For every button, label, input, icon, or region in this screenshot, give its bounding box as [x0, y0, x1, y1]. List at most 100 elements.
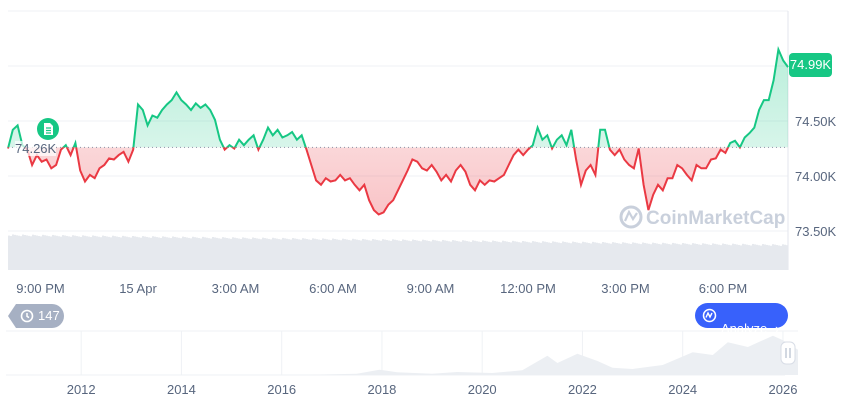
- volume-bar: [228, 238, 230, 270]
- volume-bar: [284, 238, 286, 270]
- volume-bar: [512, 240, 514, 270]
- volume-bar: [556, 242, 558, 270]
- volume-bar: [616, 242, 618, 270]
- watermark-text: CoinMarketCap: [646, 208, 785, 229]
- volume-bar: [650, 244, 652, 270]
- x-tick-label: 15 Apr: [119, 281, 157, 296]
- volume-bar: [522, 240, 524, 270]
- history-badge[interactable]: 147: [8, 304, 64, 328]
- volume-bar: [390, 240, 392, 270]
- volume-bar: [308, 239, 310, 270]
- volume-bar: [782, 244, 784, 270]
- volume-bar: [638, 243, 640, 270]
- volume-bar: [118, 237, 120, 270]
- volume-bar: [760, 245, 762, 270]
- volume-bar: [50, 236, 52, 270]
- volume-bar: [260, 239, 262, 270]
- volume-bar: [412, 239, 414, 270]
- volume-bar: [574, 242, 576, 270]
- volume-bar: [776, 245, 778, 270]
- document-icon[interactable]: [37, 118, 59, 140]
- volume-bar: [416, 240, 418, 270]
- volume-bar: [772, 244, 774, 270]
- analyze-label: Analyze: [721, 320, 768, 336]
- volume-bar: [276, 238, 278, 270]
- volume-bar: [524, 241, 526, 270]
- volume-bar: [374, 239, 376, 270]
- volume-bar: [380, 240, 382, 270]
- volume-bar: [322, 238, 324, 270]
- volume-bar: [128, 237, 130, 270]
- navigator-year-label: 2024: [668, 382, 697, 397]
- volume-bar: [154, 236, 156, 270]
- volume-bar: [642, 242, 644, 270]
- volume-bar: [404, 239, 406, 270]
- volume-bar: [568, 242, 570, 270]
- volume-bar: [382, 239, 384, 270]
- volume-bar: [130, 237, 132, 270]
- volume-bar: [28, 235, 30, 270]
- volume-bar: [508, 242, 510, 270]
- volume-bar: [280, 239, 282, 270]
- volume-bar: [578, 242, 580, 270]
- volume-bar: [440, 241, 442, 270]
- area-up: [8, 49, 788, 148]
- volume-bar: [226, 237, 228, 270]
- volume-bar: [466, 241, 468, 270]
- volume-bar: [604, 242, 606, 270]
- volume-bar: [148, 237, 150, 270]
- volume-bar: [618, 243, 620, 270]
- volume-bar: [274, 238, 276, 270]
- volume-bar: [722, 243, 724, 270]
- volume-bar: [680, 244, 682, 270]
- volume-bar: [402, 239, 404, 270]
- volume-bar: [142, 236, 144, 270]
- history-icon: [20, 309, 34, 323]
- volume-bar: [718, 244, 720, 270]
- volume-bar: [710, 245, 712, 270]
- volume-bar: [394, 239, 396, 270]
- volume-bar: [296, 238, 298, 270]
- volume-bar: [456, 240, 458, 270]
- volume-bar: [212, 237, 214, 270]
- volume-bar: [606, 242, 608, 270]
- volume-bar: [620, 243, 622, 270]
- y-tick-label: 73.50K: [795, 224, 837, 239]
- navigator[interactable]: 2012 2014 2016 2018 2020 2022 2024 2026: [6, 330, 798, 397]
- volume-bar: [562, 241, 564, 270]
- volume-bar: [682, 243, 684, 270]
- volume-bar: [166, 237, 168, 270]
- volume-bar: [162, 236, 164, 270]
- volume-bar: [514, 241, 516, 270]
- volume-bar: [684, 243, 686, 270]
- volume-bar: [696, 244, 698, 270]
- volume-bar: [496, 241, 498, 270]
- volume-bar: [674, 243, 676, 270]
- volume-bar: [124, 236, 126, 270]
- volume-bar: [590, 243, 592, 270]
- volume-bar: [30, 236, 32, 270]
- volume-bar: [230, 238, 232, 270]
- volume-bar: [282, 237, 284, 270]
- volume-bar: [132, 235, 134, 270]
- volume-bar: [538, 242, 540, 270]
- volume-bar: [292, 238, 294, 270]
- volume-bar: [560, 243, 562, 270]
- chevron-right-icon: ›: [775, 320, 780, 336]
- volume-bar: [408, 240, 410, 270]
- volume-bar: [54, 235, 56, 270]
- volume-bar: [92, 235, 94, 270]
- volume-bar: [446, 240, 448, 270]
- volume-bar: [316, 239, 318, 270]
- volume-bar: [74, 235, 76, 270]
- navigator-handle[interactable]: [780, 341, 796, 365]
- volume-bar: [348, 239, 350, 270]
- volume-bar: [312, 238, 314, 270]
- volume-bar: [570, 243, 572, 270]
- price-line-down: [7, 147, 742, 216]
- volume-bar: [252, 237, 254, 270]
- volume-bar: [472, 240, 474, 270]
- volume-bar: [344, 239, 346, 270]
- analyze-button[interactable]: Analyze ›: [695, 303, 788, 336]
